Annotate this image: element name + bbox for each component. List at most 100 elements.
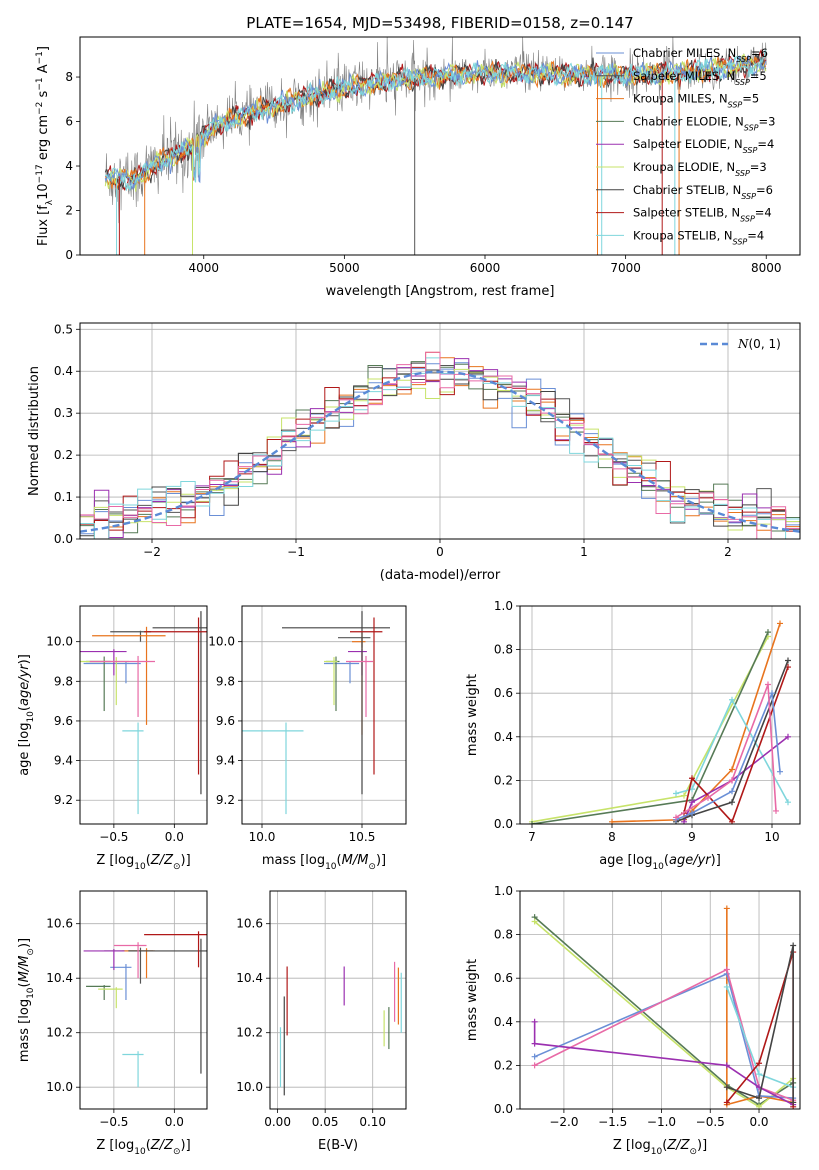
series-marker [723,1084,730,1091]
x-axis-label: mass [log10(M/M⊙)] [262,853,386,872]
series-marker [756,1060,763,1067]
panel-age-vs-mass: 10.0 10.5 9.2 9.4 9.6 9.8 10.0 mass [log10(M/M⊙… [208,605,407,872]
y-tick-label: 10.4 [46,971,73,985]
series-marker [769,690,775,697]
plot-area [270,891,406,1109]
axes-frame [79,322,801,540]
y-tick-label: 0.4 [54,364,73,378]
series-marker [689,775,695,782]
plot-area [242,606,406,824]
errorbar-point [144,931,207,968]
errorbar-point [98,987,123,1009]
errorbar-point [282,611,390,795]
panel-spectrum: 4000 5000 6000 7000 8000 0 2 4 6 8 wavelength [Ang… [35,36,801,299]
series-line [534,920,794,1108]
y-tick-label: 1.0 [494,884,513,898]
legend-entry: Chabrier STELIB, NSSP=6 [596,183,773,201]
legend-label: Salpeter MILES, NSSP=5 [633,69,767,87]
series-line [683,736,789,823]
series-marker [723,983,730,990]
x-tick-label: 6000 [470,261,501,275]
series-line [683,666,789,824]
x-tick-label: −1.5 [598,1115,627,1129]
x-tick-label: −2 [143,545,161,559]
series-marker [689,810,695,817]
errorbar-point [86,656,111,712]
y-tick-label: 9.6 [54,714,73,728]
x-axis-label: wavelength [Angstrom, rest frame] [326,284,555,299]
y-tick-label: 0 [65,248,73,262]
spectrum-model-line [104,54,767,190]
x-tick-label: 8000 [751,261,782,275]
errorbar-point [113,942,147,979]
x-tick-label: 4000 [188,261,219,275]
y-axis-label: mass weight [465,674,480,756]
x-axis-label: age [log10(age/yr)] [599,853,721,872]
plot-area [80,891,207,1109]
x-tick-label: 0.0 [749,1115,768,1129]
y-tick-label: 1.0 [494,599,513,613]
series-marker [531,1062,538,1069]
x-tick-label: 7000 [610,261,641,275]
y-tick-label: 9.2 [54,793,73,807]
errorbar-point [348,649,367,676]
series-line [534,972,794,1099]
series-marker [729,777,735,784]
errorbar-point [350,617,383,775]
y-tick-label: 2 [65,204,73,218]
errorbar-point [89,655,155,717]
x-tick-label: −1 [287,545,305,559]
x-tick-label: −0.5 [99,1115,128,1129]
x-tick-label: 10 [764,830,779,844]
axes-frame [79,36,801,256]
series-marker [756,1095,763,1102]
errorbar-point [128,938,207,1074]
legend-label: Chabrier ELODIE, NSSP=3 [633,114,775,131]
series-marker [765,681,771,688]
x-tick-label: 0.00 [264,1115,291,1129]
legend-label: Kroupa MILES, NSSP=5 [633,92,759,110]
legend-label: Salpeter ELODIE, NSSP=4 [633,137,774,155]
histogram-step [80,368,800,531]
errorbar-point [144,617,207,775]
legend-label: Chabrier STELIB, NSSP=6 [633,183,773,201]
x-tick-label: 7 [528,830,536,844]
x-tick-label: −0.5 [696,1115,725,1129]
series-marker [531,1018,538,1025]
y-tick-label: 10.0 [236,1080,263,1094]
x-tick-label: 0 [436,545,444,559]
x-axis-label: Z [log10(Z/Z⊙)] [96,853,190,872]
series-marker [790,942,797,949]
errorbar-point [122,1051,144,1088]
x-tick-label: 0.10 [359,1115,386,1129]
x-axis-label: E(B-V) [318,1138,358,1153]
series-marker [729,766,735,773]
plot-area [80,323,800,539]
series-marker [777,620,783,627]
y-axis-label: mass weight [465,959,480,1041]
legend-entry: Salpeter MILES, NSSP=5 [596,69,767,87]
y-tick-label: 9.8 [54,674,73,688]
legend-entry: Salpeter ELODIE, NSSP=4 [596,137,774,155]
x-tick-label: 0.0 [165,830,184,844]
y-tick-label: 10.2 [236,1026,263,1040]
series-marker [673,790,679,797]
errorbar-point [122,722,144,815]
y-tick-label: 0.6 [494,686,513,700]
panel-massweight-vs-Z: −2.0 −1.5 −1.0 −0.5 0.0 0.0 0.2 0.4 0.6 0.8 1.0 Z [… [465,884,801,1157]
series-line [675,697,789,803]
legend-label: Kroupa ELODIE, NSSP=3 [633,160,767,178]
x-tick-label: 5000 [329,261,360,275]
spectrum-model-line [104,49,767,191]
legend-entry: Kroupa STELIB, NSSP=4 [596,228,764,246]
series-marker [531,1040,538,1047]
series-line [675,660,789,823]
y-tick-label: 9.4 [216,754,235,768]
y-tick-label: 0.0 [494,817,513,831]
errorbar-point [122,948,155,979]
series-line [675,684,777,819]
y-tick-label: 0.8 [494,643,513,657]
x-tick-label: 9 [688,830,696,844]
series-marker [785,657,791,664]
